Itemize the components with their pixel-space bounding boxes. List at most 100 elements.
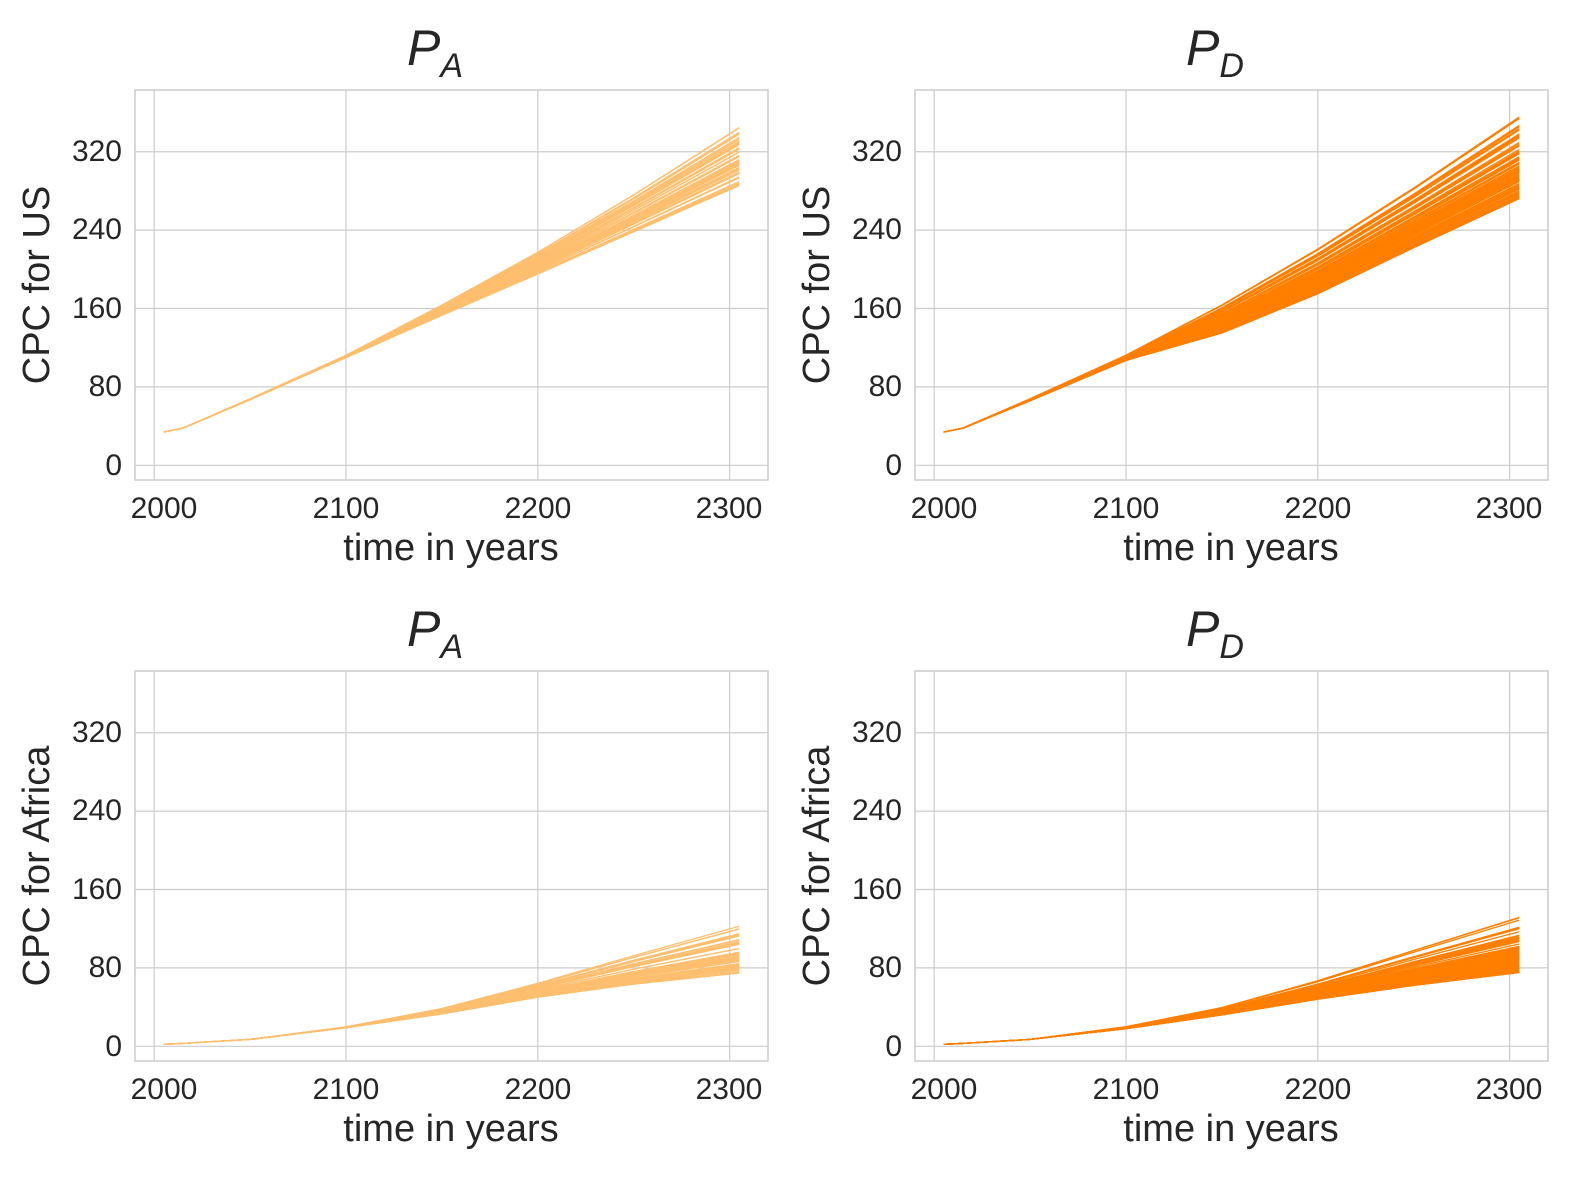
ensemble-lines	[163, 127, 740, 433]
y-axis-label: CPC for Africa	[16, 745, 58, 987]
ensemble-line	[943, 157, 1520, 433]
ensemble-line	[163, 941, 740, 1045]
ensemble-line	[943, 954, 1520, 1045]
ensemble-lines	[943, 116, 1520, 433]
y-tick-label: 320	[852, 135, 902, 168]
chart-panel-pd-africa: PD 2000 2100 2200 2300 0 80 160 240 320 …	[796, 601, 1549, 1150]
ensemble-line	[943, 116, 1520, 433]
x-tick-label: 2000	[131, 492, 198, 525]
ensemble-line	[163, 942, 740, 1045]
ensemble-line	[943, 931, 1520, 1045]
y-tick-labels: 0 80 160 240 320	[852, 716, 902, 1063]
axes-frame	[914, 670, 1549, 1062]
y-tick-labels: 0 80 160 240 320	[72, 716, 122, 1063]
axes-frame	[914, 89, 1549, 481]
ensemble-line	[163, 140, 740, 433]
y-tick-label: 80	[869, 951, 902, 984]
ensemble-line	[163, 962, 740, 1045]
y-tick-label: 80	[869, 370, 902, 403]
ensemble-line	[943, 938, 1520, 1045]
panel-title: PA	[407, 20, 463, 85]
x-axis-label: time in years	[343, 1108, 558, 1150]
ensemble-line	[943, 940, 1520, 1045]
x-tick-label: 2200	[505, 1073, 572, 1106]
ensemble-line	[943, 936, 1520, 1045]
y-tick-label: 0	[105, 1030, 122, 1063]
panel-title: PD	[1186, 20, 1244, 85]
y-tick-label: 240	[72, 213, 122, 246]
ensemble-line	[163, 934, 740, 1045]
x-tick-label: 2200	[1285, 1073, 1352, 1106]
y-tick-label: 320	[72, 716, 122, 749]
x-tick-labels: 2000 2100 2200 2300	[911, 492, 1543, 525]
grid	[915, 90, 1548, 480]
x-tick-label: 2100	[313, 1073, 380, 1106]
ensemble-line	[163, 925, 740, 1045]
x-tick-label: 2300	[1476, 492, 1543, 525]
x-tick-label: 2300	[1476, 1073, 1543, 1106]
x-tick-label: 2000	[131, 1073, 198, 1106]
y-tick-label: 80	[89, 951, 122, 984]
ensemble-line	[943, 143, 1520, 433]
y-tick-label: 320	[852, 716, 902, 749]
y-tick-label: 240	[852, 794, 902, 827]
ensemble-line	[163, 928, 740, 1045]
ensemble-line	[163, 159, 740, 433]
ensemble-line	[943, 169, 1520, 433]
ensemble-line	[943, 150, 1520, 433]
ensemble-line	[163, 964, 740, 1045]
grid	[135, 671, 768, 1061]
y-tick-label: 320	[72, 135, 122, 168]
ensemble-line	[943, 938, 1520, 1045]
grid	[915, 671, 1548, 1061]
y-tick-label: 0	[885, 449, 902, 482]
ensemble-line	[163, 928, 740, 1045]
y-tick-label: 160	[72, 292, 122, 325]
x-axis-label: time in years	[1123, 527, 1338, 569]
x-tick-label: 2000	[911, 492, 978, 525]
ensemble-line	[943, 135, 1520, 433]
x-tick-labels: 2000 2100 2200 2300	[131, 492, 763, 525]
x-tick-label: 2000	[911, 1073, 978, 1106]
ensemble-line	[943, 151, 1520, 433]
y-tick-labels: 0 80 160 240 320	[72, 135, 122, 482]
x-tick-label: 2300	[696, 1073, 763, 1106]
ensemble-line	[943, 171, 1520, 433]
y-tick-label: 80	[89, 370, 122, 403]
chart-panel-pd-us: PD 2000 2100 2200 2300 0 80 160 240 320 …	[796, 20, 1549, 569]
ensemble-line	[163, 952, 740, 1045]
ensemble-line	[943, 939, 1520, 1045]
ensemble-line	[163, 159, 740, 433]
ensemble-line	[163, 953, 740, 1045]
y-axis-label: CPC for US	[16, 186, 58, 384]
ensemble-line	[943, 117, 1520, 433]
ensemble-line	[943, 157, 1520, 433]
y-axis-label: CPC for US	[796, 186, 838, 384]
x-tick-label: 2100	[1093, 492, 1160, 525]
x-tick-label: 2200	[505, 492, 572, 525]
ensemble-line	[943, 151, 1520, 433]
x-axis-label: time in years	[343, 527, 558, 569]
x-tick-label: 2100	[313, 492, 380, 525]
ensemble-line	[943, 157, 1520, 433]
ensemble-line	[943, 169, 1520, 433]
ensemble-lines	[163, 925, 740, 1045]
y-tick-label: 0	[885, 1030, 902, 1063]
axes-frame	[134, 89, 769, 481]
x-tick-labels: 2000 2100 2200 2300	[911, 1073, 1543, 1106]
ensemble-line	[943, 126, 1520, 433]
ensemble-line	[163, 162, 740, 433]
panel-title: PA	[407, 601, 463, 666]
y-tick-label: 160	[72, 873, 122, 906]
grid	[135, 90, 768, 480]
ensemble-line	[943, 947, 1520, 1045]
ensemble-line	[163, 942, 740, 1045]
ensemble-line	[943, 126, 1520, 433]
y-tick-label: 240	[72, 794, 122, 827]
y-axis-label: CPC for Africa	[796, 745, 838, 987]
y-tick-label: 0	[105, 449, 122, 482]
x-tick-label: 2200	[1285, 492, 1352, 525]
y-tick-label: 160	[852, 873, 902, 906]
ensemble-line	[943, 150, 1520, 433]
